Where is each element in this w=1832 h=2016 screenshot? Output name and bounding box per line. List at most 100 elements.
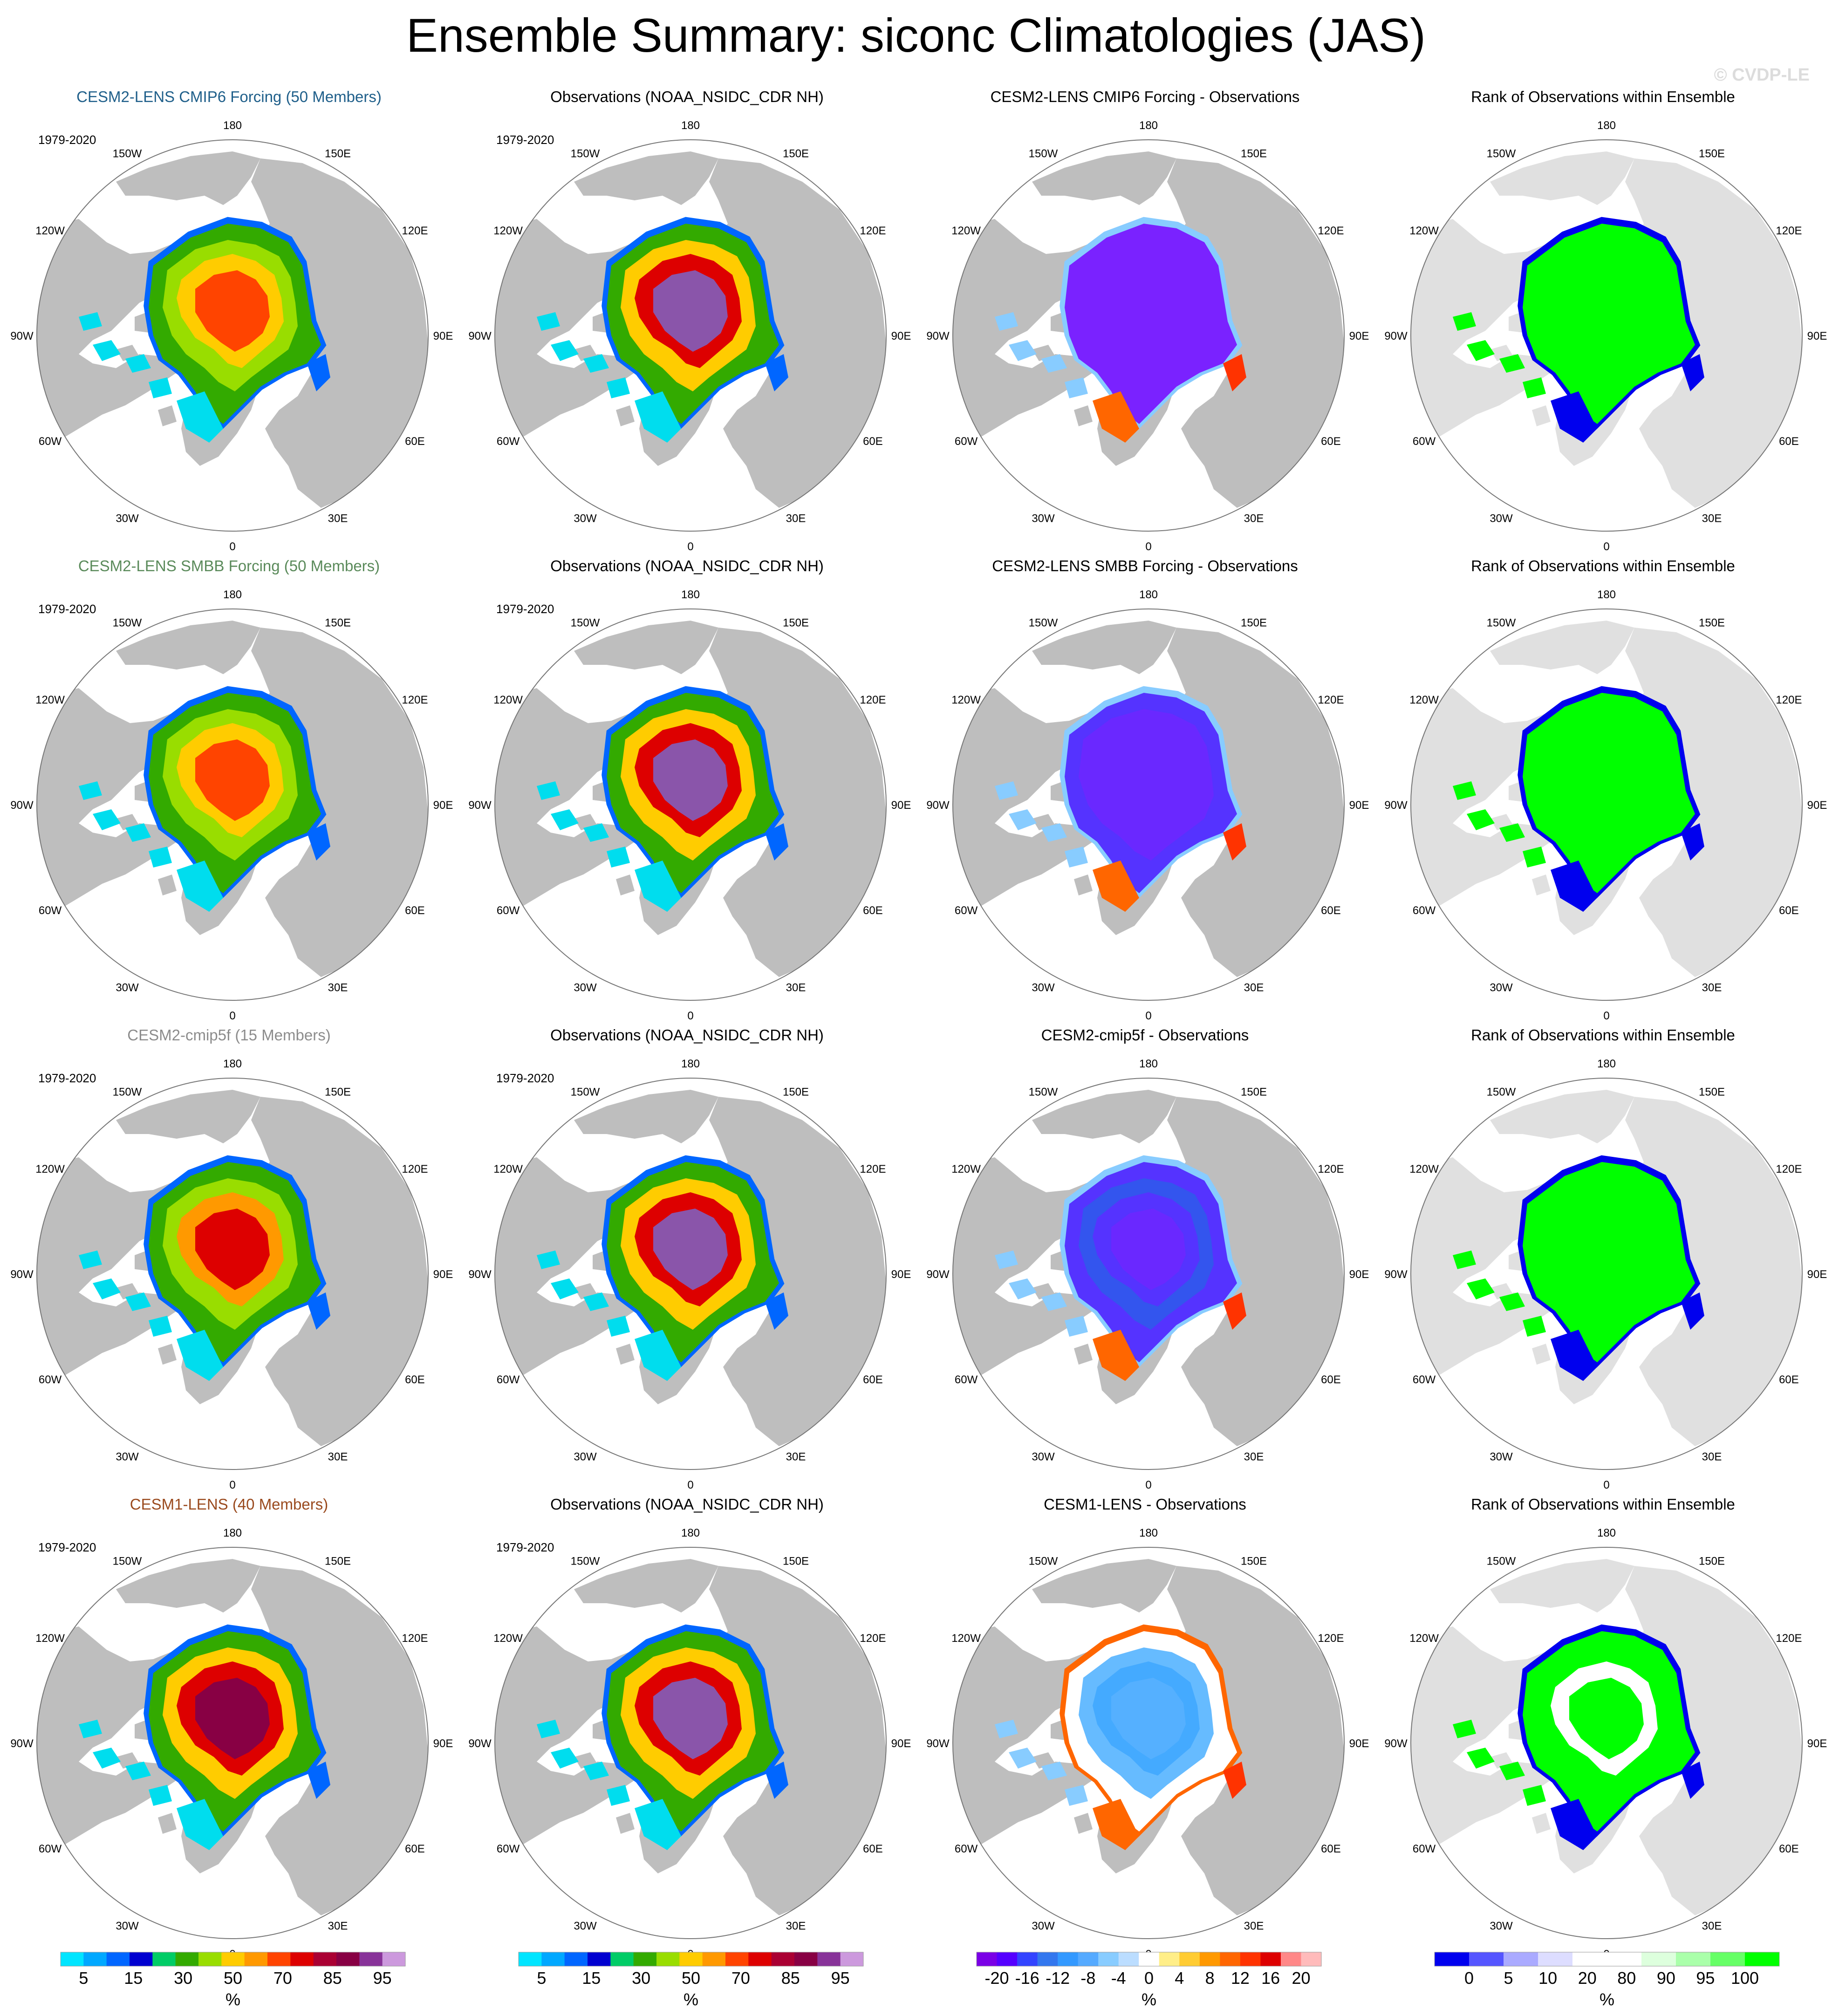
longitude-label: 90W: [1384, 799, 1408, 812]
land-mass: [760, 1344, 821, 1409]
map-boundary: [1410, 608, 1803, 1001]
colorbar-unit: %: [1142, 1990, 1156, 2009]
map-boundary: [952, 608, 1345, 1001]
colorbar-swatch: [198, 1952, 222, 1966]
panel-diff-row3: CESM2-cmip5f - Observations 180 150E 120E 90…: [916, 1020, 1374, 1490]
colorbar-model: 5 15 30 50 70 85 95%: [0, 1948, 458, 2014]
period-label: 1979-2020: [38, 1540, 96, 1554]
colorbar-swatch: [1240, 1952, 1261, 1966]
colorbar-tick-label: -12: [1046, 1968, 1070, 1988]
coastal-ice: [765, 823, 788, 861]
map-boundary: [1410, 1078, 1803, 1470]
longitude-label: 150E: [1241, 1086, 1267, 1099]
colorbar-swatch: [633, 1952, 657, 1966]
longitude-label: 150E: [1699, 617, 1725, 629]
colorbar-swatch: [794, 1952, 818, 1966]
channel-ice: [1523, 1785, 1546, 1806]
land-mass: [760, 875, 821, 940]
colorbar-tick-label: 5: [79, 1968, 88, 1988]
colorbar-unit: %: [684, 1990, 698, 2009]
longitude-label: 180: [223, 1527, 242, 1539]
longitude-label: 90E: [1807, 330, 1827, 342]
panel-title: Observations (NOAA_NSIDC_CDR NH): [550, 557, 824, 574]
colorbar-swatch: [725, 1952, 749, 1966]
period-label: 1979-2020: [496, 1071, 554, 1085]
land-mass: [158, 875, 177, 895]
channel-ice: [607, 847, 630, 868]
colorbar-tick-label: 20: [1578, 1968, 1597, 1988]
land-mass: [1676, 1813, 1737, 1878]
polar-map-obs: 180 150E 120E 90E 60E 30E 0 30W 60W 90W 120W 150W: [468, 1058, 911, 1490]
map-boundary: [36, 1078, 429, 1470]
colorbar-diff: -20 -16 -12 -8 -4 0 4 8 12 16 20%: [916, 1948, 1374, 2014]
longitude-label: 30W: [116, 1920, 139, 1932]
longitude-label: 120W: [493, 225, 523, 237]
longitude-label: 0: [229, 1010, 235, 1020]
longitude-label: 180: [223, 119, 242, 132]
channel-ice: [1467, 340, 1495, 361]
longitude-label: 180: [681, 1527, 700, 1539]
channel-ice: [995, 312, 1018, 331]
channel-ice: [995, 1251, 1018, 1269]
longitude-label: 180: [1597, 1527, 1616, 1539]
longitude-label: 0: [1145, 1010, 1151, 1020]
longitude-label: 120W: [951, 225, 981, 237]
longitude-label: 120E: [402, 1163, 428, 1175]
colorbar-swatch: [1676, 1952, 1711, 1966]
coastal-ice: [635, 1330, 681, 1381]
panel-diff-row2: CESM2-LENS SMBB Forcing - Observations 18…: [916, 551, 1374, 1020]
longitude-label: 60E: [863, 1843, 883, 1855]
land-mass: [302, 1344, 363, 1409]
longitude-label: 150W: [1029, 617, 1058, 629]
channel-ice: [1523, 377, 1546, 398]
land-mass: [1218, 405, 1279, 471]
colorbar-tick-label: 70: [731, 1968, 750, 1988]
map-boundary: [36, 1547, 429, 1939]
colorbar-tick-label: 30: [174, 1968, 192, 1988]
longitude-label: 60E: [1321, 904, 1341, 917]
land-mass: [616, 875, 635, 895]
map-content: [1411, 140, 1802, 531]
ice-core: [1111, 270, 1186, 352]
longitude-label: 30E: [1702, 1920, 1722, 1932]
colorbar-tick-label: 95: [831, 1968, 850, 1988]
channel-ice: [93, 809, 121, 830]
longitude-label: 150E: [325, 617, 351, 629]
land-mass: [1032, 1559, 1176, 1613]
channel-ice: [1453, 312, 1476, 331]
longitude-label: 90E: [1807, 799, 1827, 812]
coastal-ice: [1551, 391, 1597, 443]
coastal-ice: [307, 1292, 330, 1330]
colorbar-swatch: [1710, 1952, 1745, 1966]
longitude-label: 150E: [783, 1555, 809, 1568]
map-boundary: [36, 608, 429, 1001]
panel-title: Observations (NOAA_NSIDC_CDR NH): [550, 88, 824, 105]
colorbar-unit: %: [1600, 1990, 1614, 2009]
longitude-label: 120W: [35, 1163, 65, 1175]
colorbar-swatch: [359, 1952, 383, 1966]
colorbar-tick-label: 8: [1205, 1968, 1215, 1988]
channel-ice: [1041, 1762, 1067, 1780]
coastal-ice: [1551, 1330, 1597, 1381]
ice-core: [195, 1209, 270, 1290]
longitude-label: 120E: [402, 225, 428, 237]
land-mass: [1074, 1344, 1093, 1365]
longitude-label: 180: [1597, 588, 1616, 601]
channel-ice: [537, 312, 560, 331]
longitude-label: 60W: [1413, 904, 1436, 917]
colorbar-swatch: [1504, 1952, 1538, 1966]
polar-map-obs: 180 150E 120E 90E 60E 30E 0 30W 60W 90W 120W 150W: [468, 588, 911, 1020]
longitude-label: 90E: [1349, 1737, 1369, 1750]
colorbar-swatch: [130, 1952, 153, 1966]
longitude-label: 120E: [1318, 225, 1344, 237]
channel-ice: [1065, 847, 1088, 868]
coastal-ice: [1223, 823, 1246, 861]
longitude-label: 30W: [1490, 1920, 1513, 1932]
longitude-label: 120W: [951, 694, 981, 706]
panel-obs-row3: Observations (NOAA_NSIDC_CDR NH) 1979-202…: [458, 1020, 916, 1490]
land-mass: [1532, 1813, 1551, 1834]
longitude-label: 150W: [113, 1555, 142, 1568]
